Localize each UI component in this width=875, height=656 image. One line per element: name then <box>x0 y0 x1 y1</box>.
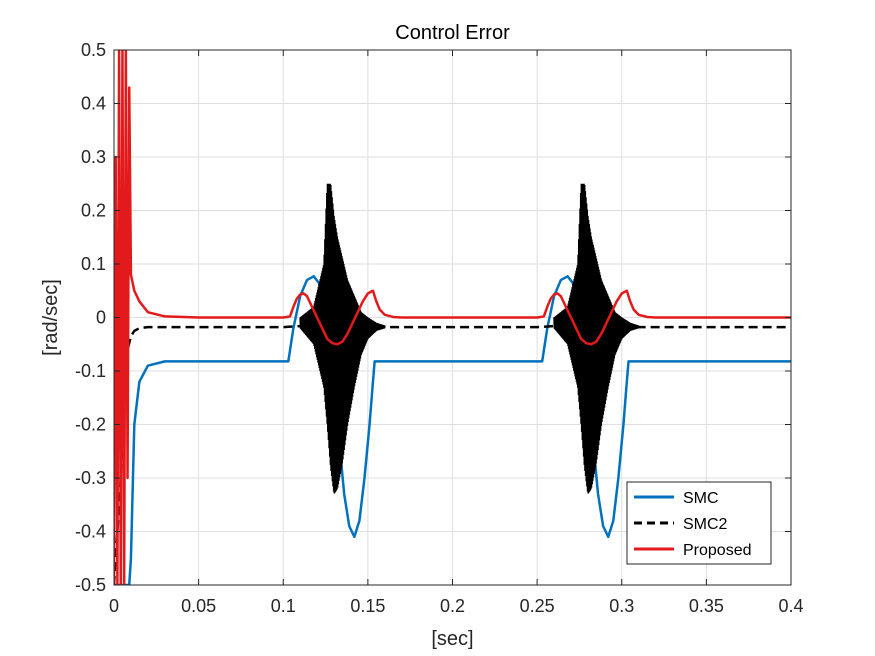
series-line-smc <box>114 275 791 585</box>
y-axis-label: [rad/sec] <box>40 279 62 356</box>
smc2-oscillation-band <box>299 183 386 494</box>
x-tick-label: 0.05 <box>181 596 216 616</box>
x-tick-label: 0.15 <box>350 596 385 616</box>
y-tick-label: -0.3 <box>75 468 106 488</box>
x-tick-label: 0.2 <box>440 596 465 616</box>
y-tick-label: 0 <box>96 308 106 328</box>
x-axis-ticks: 0 0.05 0.1 0.15 0.2 0.25 0.3 0.35 0.4 <box>109 50 804 616</box>
y-tick-label: -0.4 <box>75 522 106 542</box>
y-tick-label: -0.5 <box>75 575 106 595</box>
y-tick-label: -0.1 <box>75 361 106 381</box>
legend-label-proposed: Proposed <box>683 542 752 559</box>
chart-title: Control Error <box>395 22 510 44</box>
data-layer <box>114 50 791 585</box>
x-tick-label: 0 <box>109 596 119 616</box>
y-tick-label: 0.4 <box>81 94 106 114</box>
y-axis-ticks: -0.5 -0.4 -0.3 -0.2 -0.1 0 0.1 0.2 0.3 0.4 0.5 <box>75 40 791 595</box>
legend-label-smc2: SMC2 <box>683 516 728 533</box>
legend: SMC SMC2 Proposed <box>626 481 772 565</box>
x-tick-label: 0.3 <box>609 596 634 616</box>
series-line-smc2 <box>114 313 791 585</box>
y-tick-label: 0.1 <box>81 254 106 274</box>
series-line-proposed <box>114 50 791 585</box>
x-tick-label: 0.35 <box>689 596 724 616</box>
y-tick-label: 0.2 <box>81 201 106 221</box>
y-tick-label: 0.3 <box>81 147 106 167</box>
x-tick-label: 0.4 <box>778 596 803 616</box>
x-axis-label: [sec] <box>431 628 473 650</box>
x-tick-label: 0.25 <box>520 596 555 616</box>
legend-label-smc: SMC <box>683 490 719 507</box>
smc2-oscillation-band <box>553 183 640 494</box>
x-tick-label: 0.1 <box>271 596 296 616</box>
y-tick-label: -0.2 <box>75 415 106 435</box>
y-tick-label: 0.5 <box>81 40 106 60</box>
